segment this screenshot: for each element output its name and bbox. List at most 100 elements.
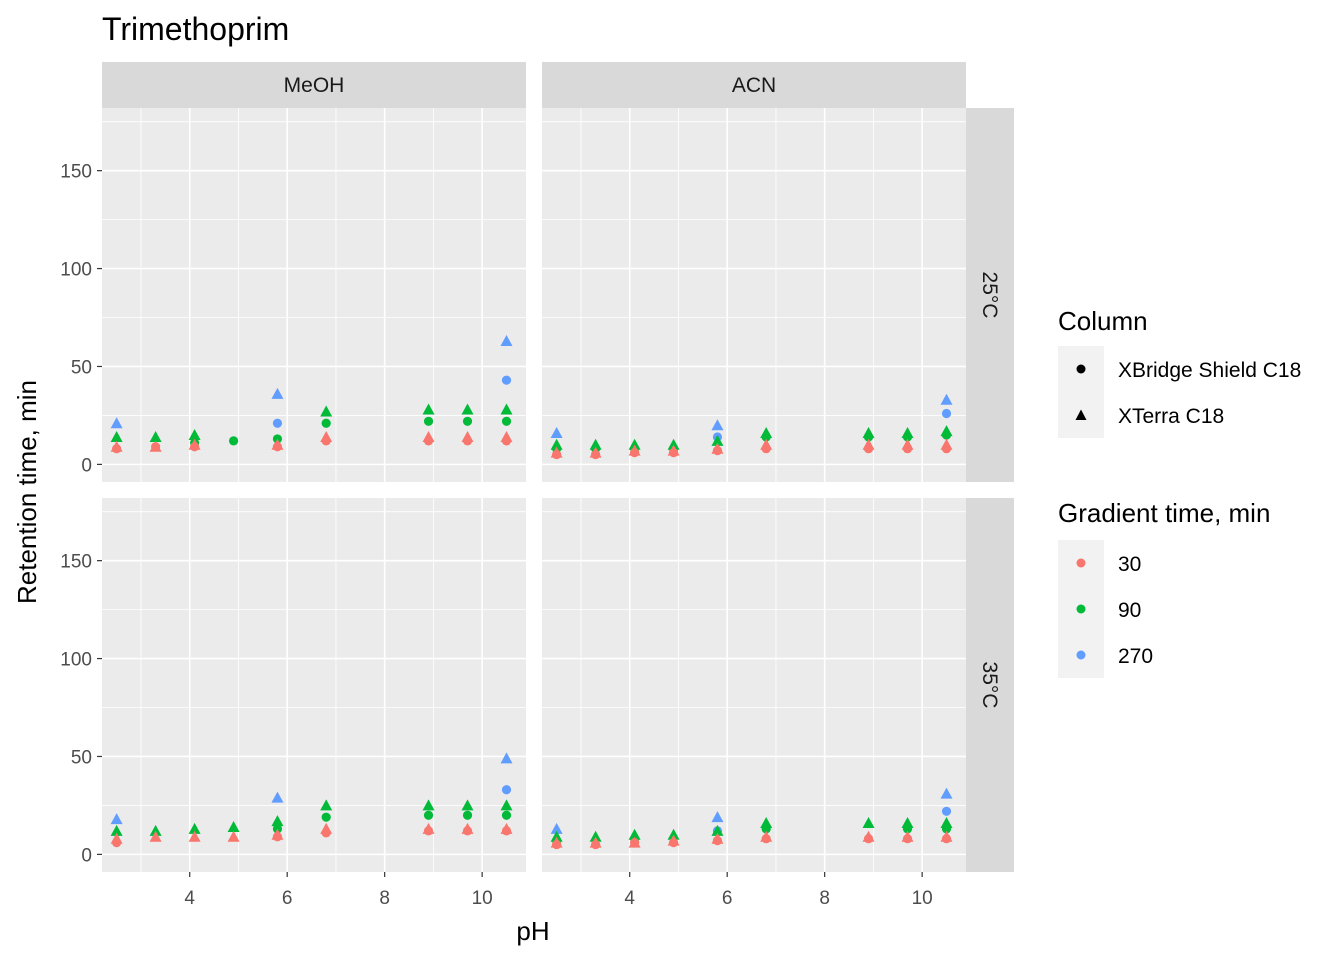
data-point-circle xyxy=(902,432,913,442)
data-point-circle xyxy=(761,444,771,454)
data-point-circle xyxy=(501,436,512,446)
data-point-circle xyxy=(863,834,874,844)
legend-label-30: 30 xyxy=(1118,553,1141,576)
data-point-circle xyxy=(668,838,679,848)
data-point-circle xyxy=(321,418,331,428)
data-point-triangle xyxy=(149,430,162,442)
data-point-circle xyxy=(272,442,283,452)
data-point-circle xyxy=(423,416,434,426)
x-tick-label: 10 xyxy=(472,888,493,909)
data-point-circle xyxy=(863,444,874,454)
data-point-triangle xyxy=(422,799,435,811)
facet-panels xyxy=(102,108,966,872)
data-point-triangle xyxy=(461,799,474,811)
data-point-triangle xyxy=(550,427,563,439)
panel-background xyxy=(542,498,966,872)
data-point-circle xyxy=(712,446,723,456)
data-point-circle xyxy=(501,375,512,385)
data-point-triangle xyxy=(940,787,953,799)
x-tick-label: 6 xyxy=(722,888,733,909)
data-point-circle xyxy=(151,442,161,452)
data-point-circle xyxy=(629,838,640,848)
data-point-triangle xyxy=(461,403,474,415)
data-point-circle xyxy=(501,785,512,795)
data-point-circle xyxy=(321,812,331,822)
x-tick-label: 4 xyxy=(184,888,195,909)
data-point-triangle xyxy=(188,429,201,441)
data-point-circle xyxy=(462,416,473,426)
y-tick-label: 150 xyxy=(60,552,92,573)
panel-ACN-25°C xyxy=(542,108,966,482)
x-tick-label: 10 xyxy=(912,888,933,909)
legend-label-270: 270 xyxy=(1118,645,1153,668)
x-tick-label: 4 xyxy=(624,888,635,909)
data-point-triangle xyxy=(110,813,123,825)
data-point-triangle xyxy=(711,434,724,446)
legend-key-triangle xyxy=(1075,409,1087,420)
legend-key-270 xyxy=(1076,650,1086,660)
data-point-triangle xyxy=(227,820,240,832)
data-point-triangle xyxy=(188,822,201,834)
data-point-circle xyxy=(941,824,952,834)
legend-label-90: 90 xyxy=(1118,599,1141,622)
y-tick-label: 100 xyxy=(60,260,92,281)
data-point-circle xyxy=(189,442,200,452)
strip-MeOH xyxy=(102,62,526,108)
data-point-triangle xyxy=(227,830,240,842)
strip-label-35°C: 35°C xyxy=(978,662,1001,709)
data-point-triangle xyxy=(110,824,123,836)
legend-label-xbridge: XBridge Shield C18 xyxy=(1118,359,1301,382)
data-point-circle xyxy=(423,436,434,446)
y-tick-label: 0 xyxy=(81,455,92,476)
legend-key-circle xyxy=(1076,364,1086,374)
data-point-circle xyxy=(941,430,952,440)
data-point-triangle xyxy=(149,824,162,836)
data-point-triangle xyxy=(901,817,914,829)
data-point-triangle xyxy=(589,830,602,842)
data-point-triangle xyxy=(271,815,284,827)
panel-MeOH-25°C xyxy=(102,108,526,482)
data-point-circle xyxy=(501,416,512,426)
y-tick-label: 50 xyxy=(71,747,92,768)
strip-ACN xyxy=(542,62,966,108)
data-point-triangle xyxy=(711,419,724,431)
data-point-circle xyxy=(552,839,562,850)
facet-strips: MeOH ACN 25°C 35°C xyxy=(102,62,1014,872)
y-tick-label: 0 xyxy=(81,845,92,866)
y-tick-label: 100 xyxy=(60,650,92,671)
data-point-circle xyxy=(941,806,952,816)
data-point-triangle xyxy=(422,403,435,415)
strip-label-ACN: ACN xyxy=(732,74,776,97)
panel-background xyxy=(102,498,526,872)
axes: 0 50 100 150 0 50 100 150 4 6 8 10 4 6 8 10 xyxy=(60,162,932,909)
data-point-triangle xyxy=(320,799,333,811)
data-point-triangle xyxy=(500,335,513,347)
strip-label-25°C: 25°C xyxy=(978,272,1001,319)
data-point-circle xyxy=(272,418,283,428)
data-point-circle xyxy=(552,449,562,460)
data-point-triangle xyxy=(940,393,953,405)
data-point-triangle xyxy=(320,405,333,417)
data-point-circle xyxy=(501,826,512,836)
data-point-circle xyxy=(761,432,771,442)
x-tick-label: 6 xyxy=(282,888,293,909)
data-point-triangle xyxy=(940,817,953,829)
x-axis-title: pH xyxy=(516,916,549,946)
data-point-circle xyxy=(629,448,640,458)
legend-column: Column XBridge Shield C18 XTerra C18 xyxy=(1058,306,1301,438)
data-point-triangle xyxy=(110,430,123,442)
data-point-circle xyxy=(462,826,473,836)
panel-ACN-35°C xyxy=(542,498,966,872)
panel-MeOH-35°C xyxy=(102,498,526,872)
data-point-circle xyxy=(941,834,952,844)
legend-gradient-title: Gradient time, min xyxy=(1058,498,1270,528)
data-point-circle xyxy=(902,824,913,834)
data-point-circle xyxy=(761,834,771,844)
data-point-circle xyxy=(423,810,434,820)
data-point-triangle xyxy=(110,417,123,429)
data-point-circle xyxy=(321,436,331,446)
data-point-circle xyxy=(112,838,122,848)
data-point-triangle xyxy=(500,403,513,415)
data-point-triangle xyxy=(500,752,513,764)
